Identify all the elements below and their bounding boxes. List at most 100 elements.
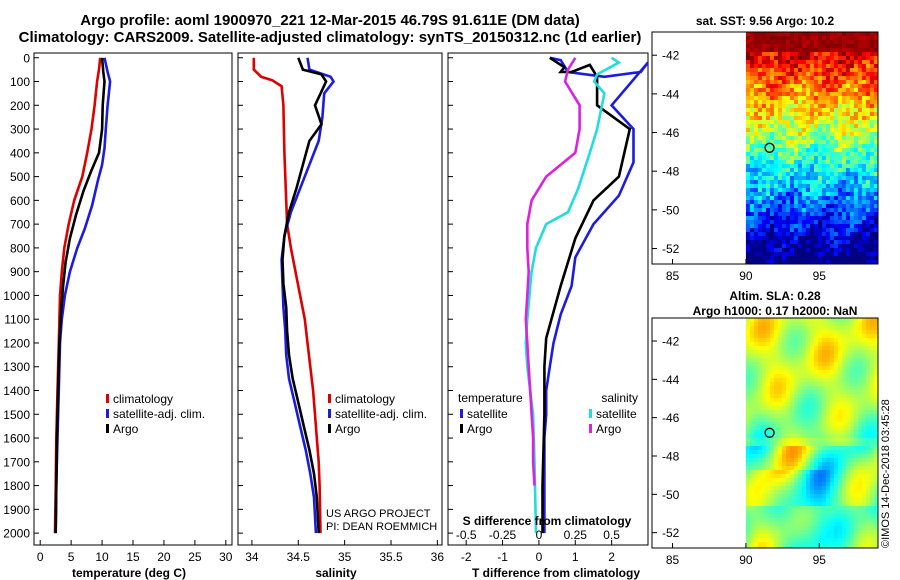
map-cell [825,346,831,351]
map-cell [829,474,835,479]
argo-position-marker [764,427,775,438]
map-cell [865,358,871,363]
map-cell [825,44,831,49]
map-cell [853,398,859,403]
map-cell [797,338,803,343]
map-cell [789,144,795,149]
map-cell [769,88,775,93]
map-cell [809,172,815,177]
map-cell [829,462,835,467]
map-cell [749,256,755,261]
map-cell [809,180,815,185]
map-cell [873,132,879,137]
map-cell [857,68,863,73]
map-cell [837,426,843,431]
map-cell [813,200,819,205]
map-cell [789,462,795,467]
map-cell [789,446,795,451]
map-cell [841,370,847,375]
map-cell [765,526,771,531]
map-cell [773,386,779,391]
map-cell [837,200,843,205]
map-cell [841,236,847,241]
map-cell [849,136,855,141]
map-cell [777,248,783,253]
map-cell [757,406,763,411]
map-cell [865,510,871,515]
map-cell [817,438,823,443]
map-cell [801,414,807,419]
map-cell [825,124,831,129]
map-cell [793,172,799,177]
map-cell [861,84,867,89]
map-cell [745,418,751,423]
map-cell [757,426,763,431]
map-cell [805,148,811,153]
map-cell [793,506,799,511]
map-cell [845,538,851,543]
legend-label: satellite-adj. clim. [113,407,205,421]
map-cell [789,116,795,121]
map-cell [789,422,795,427]
map-cell [825,474,831,479]
map-cell [761,338,767,343]
map-cell [821,124,827,129]
map-cell [761,32,767,37]
map-cell [745,458,751,463]
map-cell [801,442,807,447]
map-cell [865,36,871,41]
map-cell [785,240,791,245]
map-cell [797,236,803,241]
map-cell [857,208,863,213]
map-cell [789,382,795,387]
map-cell [857,240,863,245]
map-cell [813,470,819,475]
map-cell [801,220,807,225]
map-cell [861,522,867,527]
map-cell [753,382,759,387]
map-cell [789,56,795,61]
map-cell [833,256,839,261]
map-cell [833,542,839,547]
map-cell [813,410,819,415]
lat-tick-label: -48 [662,165,680,179]
map-cell [797,414,803,419]
map-cell [865,44,871,49]
map-cell [773,140,779,145]
map-cell [769,442,775,447]
map-cell [801,72,807,77]
map-cell [813,350,819,355]
map-cell [813,454,819,459]
map-cell [825,112,831,117]
map-cell [761,458,767,463]
map-cell [829,256,835,261]
map-cell [757,422,763,427]
map-cell [793,236,799,241]
map-cell [785,486,791,491]
map-cell [813,446,819,451]
map-cell [849,514,855,519]
map-cell [833,518,839,523]
map-cell [753,358,759,363]
map-cell [837,478,843,483]
map-cell [781,530,787,535]
map-cell [749,506,755,511]
map-cell [845,378,851,383]
map-cell [841,390,847,395]
map-cell [849,72,855,77]
map-cell [849,346,855,351]
map-cell [865,366,871,371]
map-cell [825,32,831,37]
map-cell [869,160,875,165]
map-cell [749,374,755,379]
map-cell [745,104,751,109]
map-cell [765,56,771,61]
map-cell [785,386,791,391]
map-cell [761,334,767,339]
map-cell [865,490,871,495]
map-cell [821,76,827,81]
map-cell [745,184,751,189]
map-cell [745,390,751,395]
map-cell [793,546,799,549]
lon-tick-label: 95 [813,553,827,567]
